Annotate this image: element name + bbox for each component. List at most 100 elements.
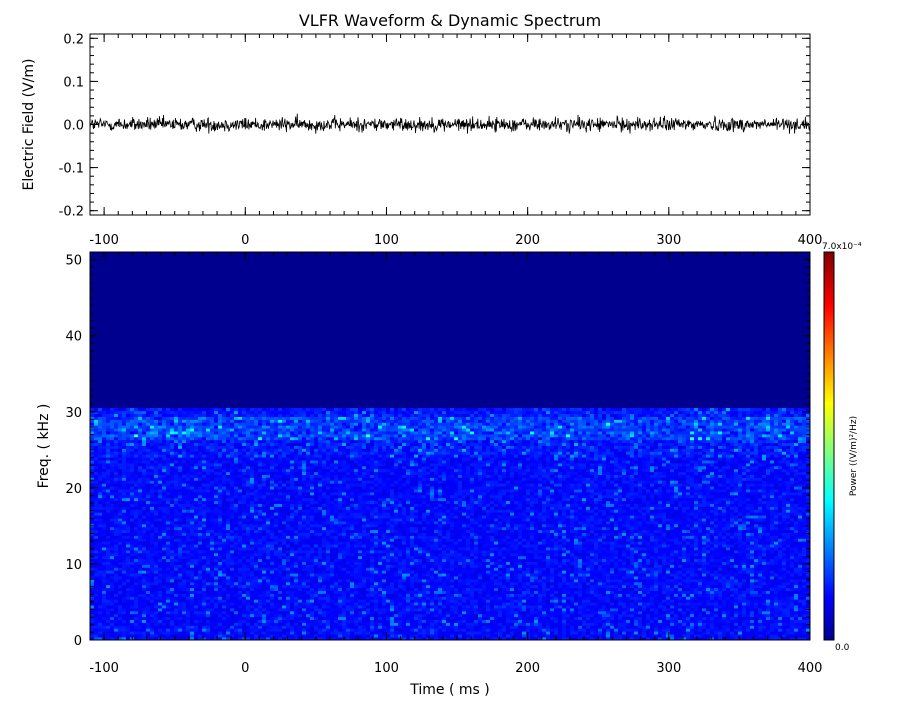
- spectrogram-cell: [274, 420, 278, 423]
- spectrogram-cell: [218, 559, 222, 562]
- spectrogram-cell: [154, 602, 158, 605]
- spectrogram-cell: [158, 443, 162, 446]
- spectrogram-cell: [210, 608, 214, 611]
- spectrogram-cell: [270, 626, 274, 629]
- spectrogram-cell: [162, 573, 166, 576]
- spectrogram-cell: [186, 556, 190, 559]
- spectrogram-cell: [134, 507, 138, 510]
- spectrogram-cell: [290, 530, 294, 533]
- spectrogram-cell: [242, 469, 246, 472]
- spectrogram-cell: [218, 443, 222, 446]
- spectrogram-cell: [90, 483, 94, 486]
- spectrogram-cell: [114, 631, 118, 634]
- spectrogram-cell: [102, 573, 106, 576]
- spectrogram-cell: [170, 521, 174, 524]
- spectrogram-cell: [278, 480, 282, 483]
- spectrogram-cell: [314, 466, 318, 469]
- spectrogram-cell: [186, 411, 190, 414]
- spectrogram-cell: [298, 567, 302, 570]
- spectrogram-cell: [198, 408, 202, 411]
- spectrogram-cell: [302, 623, 306, 626]
- spectrogram-cell: [286, 414, 290, 417]
- spectrogram-cell: [314, 507, 318, 510]
- spectrogram-cell: [218, 527, 222, 530]
- spectrogram-cell: [282, 547, 286, 550]
- spectrogram-cell: [134, 414, 138, 417]
- spectrogram-cell: [110, 449, 114, 452]
- spectrogram-cell: [138, 486, 142, 489]
- spectrogram-cell: [150, 408, 154, 411]
- spectrogram-cell: [158, 437, 162, 440]
- spectrogram-cell: [110, 524, 114, 527]
- spectrogram-cell: [98, 475, 102, 478]
- spectrogram-cell: [102, 594, 106, 597]
- spectrogram-cell: [250, 541, 254, 544]
- spectrogram-cell: [246, 547, 250, 550]
- spectrogram-cell: [102, 591, 106, 594]
- spectrogram-cell: [270, 512, 274, 515]
- spectrogram-cell: [150, 486, 154, 489]
- spectrogram-cell: [90, 544, 94, 547]
- spectrogram-cell: [270, 547, 274, 550]
- spectrogram-cell: [158, 425, 162, 428]
- spectrogram-cell: [230, 602, 234, 605]
- spectrogram-cell: [114, 507, 118, 510]
- spectrogram-cell: [246, 605, 250, 608]
- spectrogram-cell: [266, 538, 270, 541]
- spectrogram-cell: [242, 495, 246, 498]
- spectrogram-cell: [158, 422, 162, 425]
- spectrogram-cell: [326, 440, 330, 443]
- spectrogram-cell: [118, 541, 122, 544]
- spectrogram-cell: [130, 434, 134, 437]
- spectrogram-cell: [130, 614, 134, 617]
- spectrogram-cell: [194, 414, 198, 417]
- spectrogram-cell: [110, 556, 114, 559]
- spectrogram-cell: [250, 454, 254, 457]
- spectrogram-cell: [318, 417, 322, 420]
- spectrogram-cell: [122, 420, 126, 423]
- spectrogram-cell: [118, 486, 122, 489]
- spectrogram-cell: [282, 608, 286, 611]
- spectrogram-cell: [318, 588, 322, 591]
- spectrogram-cell: [298, 451, 302, 454]
- spectrogram-cell: [182, 596, 186, 599]
- spectrogram-cell: [226, 515, 230, 518]
- spectrogram-cell: [298, 469, 302, 472]
- spectrogram-cell: [230, 585, 234, 588]
- spectrogram-cell: [246, 411, 250, 414]
- spectrogram-cell: [242, 475, 246, 478]
- spectrogram-cell: [258, 504, 262, 507]
- spectrogram-cell: [270, 428, 274, 431]
- spectrogram-cell: [238, 411, 242, 414]
- spectrogram-cell: [94, 556, 98, 559]
- spectrogram-cell: [242, 434, 246, 437]
- spectrogram-cell: [262, 466, 266, 469]
- spectrogram-cell: [194, 486, 198, 489]
- spectrogram-cell: [226, 480, 230, 483]
- spectrogram-cell: [158, 417, 162, 420]
- spectrogram-cell: [314, 420, 318, 423]
- spectrogram-cell: [134, 559, 138, 562]
- spectrogram-cell: [170, 472, 174, 475]
- spectrogram-cell: [250, 605, 254, 608]
- spectrogram-cell: [178, 512, 182, 515]
- spectrogram-cell: [310, 454, 314, 457]
- spectrogram-cell: [146, 550, 150, 553]
- spectrogram-cell: [242, 417, 246, 420]
- spectrogram-cell: [190, 547, 194, 550]
- spectrogram-cell: [302, 611, 306, 614]
- spectrogram-cell: [230, 623, 234, 626]
- spectrogram-cell: [310, 553, 314, 556]
- spectrogram-cell: [306, 446, 310, 449]
- spectrogram-cell: [170, 437, 174, 440]
- spectrogram-cell: [262, 440, 266, 443]
- spectrogram-cell: [190, 611, 194, 614]
- spectrogram-cell: [170, 515, 174, 518]
- spectrogram-cell: [190, 541, 194, 544]
- spectrogram-cell: [110, 533, 114, 536]
- spectrogram-cell: [306, 472, 310, 475]
- spectrogram-cell: [290, 631, 294, 634]
- spectrogram-cell: [170, 611, 174, 614]
- spectrogram-cell: [142, 538, 146, 541]
